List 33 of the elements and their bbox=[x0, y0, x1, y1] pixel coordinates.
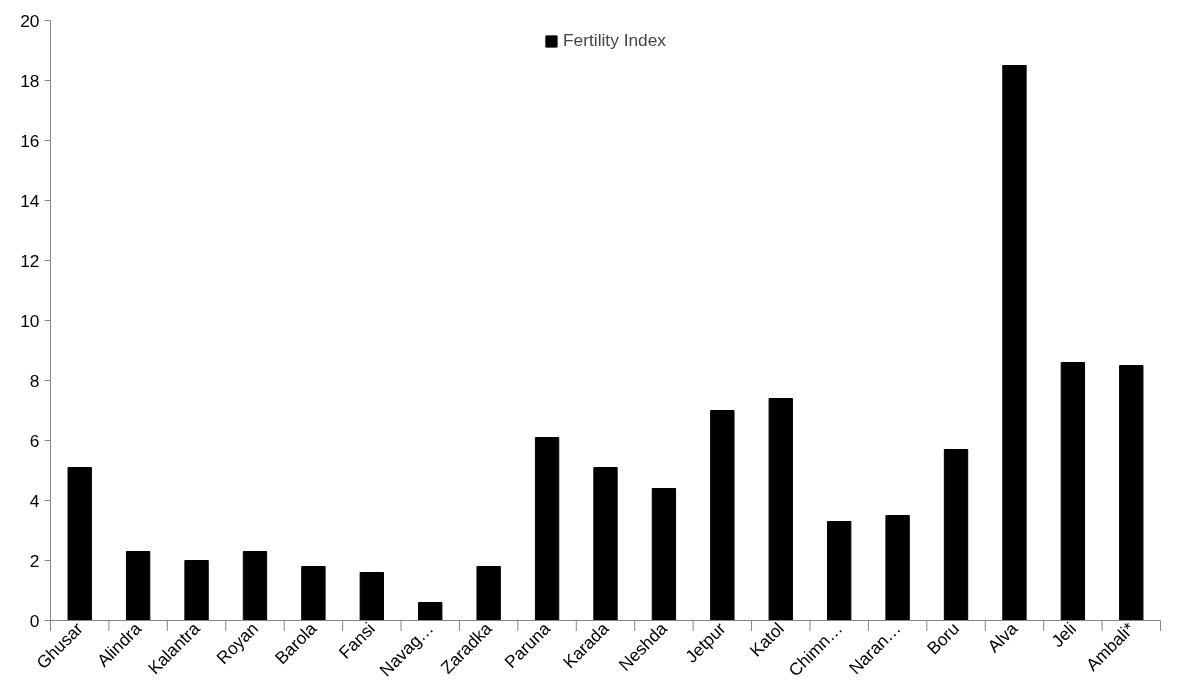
y-tick-label: 20 bbox=[20, 10, 40, 31]
y-tick-label: 12 bbox=[20, 250, 40, 271]
bar bbox=[943, 449, 969, 621]
bar bbox=[359, 572, 384, 621]
bar bbox=[885, 515, 910, 621]
bar bbox=[301, 566, 326, 621]
x-tick-label: Alva bbox=[983, 618, 1022, 657]
y-tick-label: 10 bbox=[20, 310, 40, 331]
y-tick-label: 16 bbox=[20, 130, 40, 151]
bar bbox=[476, 566, 501, 621]
y-tick-label: 2 bbox=[29, 550, 40, 571]
bar bbox=[651, 488, 677, 621]
bar bbox=[710, 410, 735, 621]
bar bbox=[184, 560, 209, 621]
bar bbox=[125, 551, 151, 621]
y-tick-label: 18 bbox=[20, 70, 40, 91]
y-tick-label: 14 bbox=[20, 190, 40, 211]
x-tick-label: Jeli bbox=[1047, 618, 1080, 651]
bar bbox=[418, 602, 443, 621]
y-tick-label: 8 bbox=[29, 370, 40, 391]
bar bbox=[242, 551, 268, 621]
bar bbox=[768, 398, 793, 621]
legend-label: Fertility Index bbox=[562, 30, 667, 51]
bar bbox=[1060, 362, 1086, 621]
y-tick-label: 4 bbox=[29, 490, 40, 511]
bar bbox=[534, 437, 560, 621]
bar bbox=[1119, 365, 1144, 621]
y-tick-label: 0 bbox=[29, 610, 40, 631]
bar bbox=[67, 467, 92, 621]
y-tick-label: 6 bbox=[29, 430, 40, 451]
bar bbox=[827, 521, 852, 621]
bar bbox=[593, 467, 618, 621]
bar bbox=[1002, 65, 1027, 621]
